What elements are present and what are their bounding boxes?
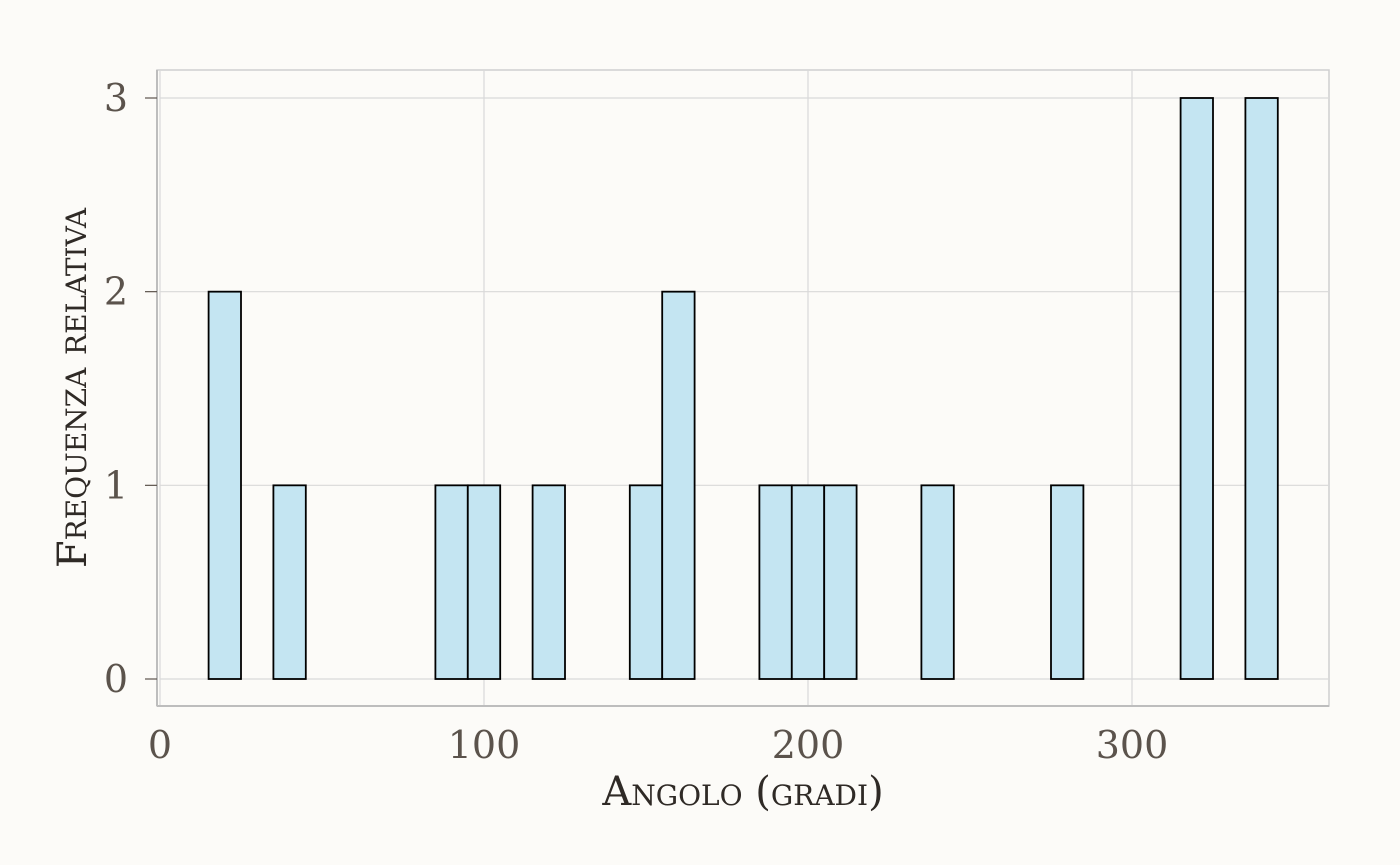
- y-axis-title: Frequenza relativa: [50, 207, 96, 568]
- histogram-bar: [531, 484, 566, 680]
- histogram-bars: [207, 97, 1279, 680]
- y-tick-label: 3: [104, 76, 128, 120]
- gridlines: [159, 70, 1329, 706]
- histogram-bar: [272, 484, 307, 680]
- x-tick-label: 0: [148, 723, 172, 767]
- y-tick-label: 2: [104, 270, 128, 314]
- histogram-bar: [628, 484, 664, 680]
- y-tick-label: 1: [104, 463, 128, 507]
- axes: [156, 70, 1329, 707]
- histogram-bar: [434, 484, 469, 680]
- x-tick-label: 200: [772, 723, 845, 767]
- histogram-bar: [1179, 97, 1214, 680]
- y-tick-label: 0: [104, 657, 128, 701]
- x-tick-label: 100: [448, 723, 521, 767]
- histogram-bar: [1050, 484, 1085, 680]
- histogram-bar: [920, 484, 955, 680]
- histogram-bar: [661, 290, 696, 680]
- x-tick-label: 300: [1096, 723, 1169, 767]
- histogram-bar: [823, 484, 858, 680]
- x-axis-title: Angolo (gradi): [601, 769, 883, 815]
- tick-labels: 0 100 200 300 0 1 2 3: [104, 76, 1168, 767]
- histogram-bar: [207, 290, 242, 680]
- histogram-bar: [758, 484, 793, 680]
- histogram-bar: [790, 484, 826, 680]
- histogram-bar: [1244, 97, 1279, 680]
- histogram-bar: [466, 484, 502, 680]
